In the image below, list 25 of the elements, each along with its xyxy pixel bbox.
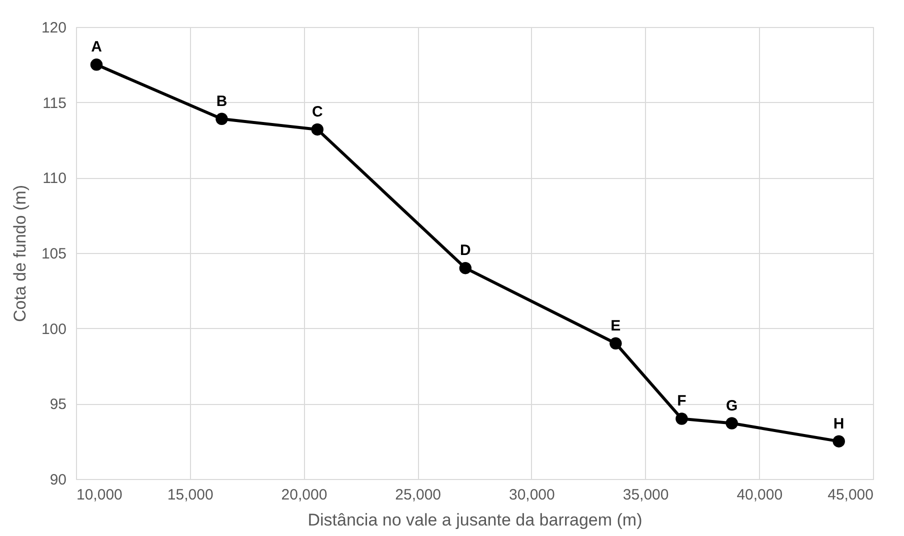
annotation: B (216, 92, 228, 110)
y-tick-label: 105 (41, 246, 66, 262)
y-tick-label: 120 (41, 20, 66, 36)
x-tick-label: 30,000 (508, 486, 555, 504)
y-tick-label: 115 (42, 94, 66, 112)
y-axis-title: Cota de fundo (m) (10, 184, 30, 322)
annotation: F (677, 392, 686, 410)
y-tick-label: 100 (41, 320, 66, 338)
annotation: A (91, 38, 102, 56)
annotation: G (726, 397, 738, 414)
x-tick-label: 10,000 (76, 486, 122, 504)
x-tick-label: 20,000 (281, 486, 328, 504)
x-tick-label: 25,000 (395, 486, 442, 504)
annotation: H (833, 415, 844, 432)
x-tick-label: 15,000 (167, 486, 214, 504)
x-tick-label: 35,000 (622, 486, 669, 504)
annotation: C (312, 103, 323, 120)
annotation: E (610, 317, 621, 334)
annotation: D (460, 242, 471, 260)
x-axis-title: Distância no vale a jusante da barragem (m) (308, 510, 642, 530)
y-tick-label: 95 (50, 396, 66, 414)
y-tick-label: 110 (42, 170, 66, 188)
y-tick-label: 90 (50, 472, 66, 488)
x-tick-label: 40,000 (736, 486, 783, 504)
x-tick-label: 45,000 (828, 486, 874, 504)
